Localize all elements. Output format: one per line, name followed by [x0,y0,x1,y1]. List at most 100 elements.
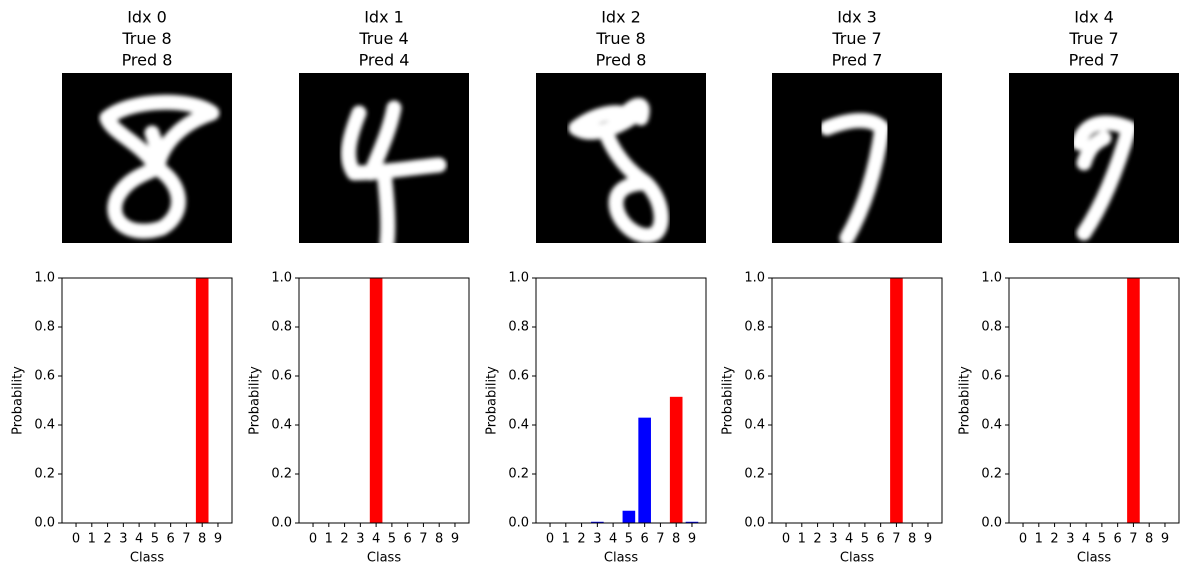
x-tick-label: 1 [798,532,806,547]
y-tick-label: 0.8 [271,320,292,335]
y-tick-label: 0.4 [271,418,292,433]
digit-image [341,100,447,251]
x-tick-label: 8 [672,532,680,547]
x-tick-label: 7 [892,532,900,547]
bar [638,417,651,523]
y-axis-label: Probability [11,366,26,435]
bar [591,521,604,523]
x-tick-label: 1 [325,532,333,547]
x-tick-label: 0 [72,532,80,547]
bar [669,396,683,523]
panel-title: Pred 8 [596,51,647,70]
axes-frame [298,277,470,524]
axes-frame [535,277,707,524]
y-tick-label: 0.2 [981,467,1002,482]
y-tick-label: 1.0 [271,271,292,286]
x-tick-label: 5 [388,532,396,547]
axes-frame [771,277,943,524]
digit-stroke [819,113,890,246]
panel-title: Pred 7 [832,51,883,70]
x-tick-label: 3 [356,532,364,547]
x-axis-label: Class [1077,551,1111,566]
y-tick-label: 0.6 [34,369,55,384]
x-axis-label: Class [130,551,164,566]
x-tick-label: 3 [119,532,127,547]
x-tick-label: 5 [861,532,869,547]
x-tick-label: 7 [182,532,190,547]
axes-frame [61,277,233,524]
y-tick-label: 0.0 [271,516,292,531]
x-tick-label: 6 [404,532,412,547]
bar [890,278,903,523]
digit-stroke [1071,115,1137,241]
bar [369,278,383,523]
x-tick-label: 1 [562,532,570,547]
x-tick-label: 9 [688,532,696,547]
x-tick-label: 4 [1082,532,1090,547]
y-tick-label: 0.2 [34,467,55,482]
x-tick-label: 2 [103,532,111,547]
y-tick-label: 0.6 [271,369,292,384]
x-tick-label: 9 [924,532,932,547]
x-tick-label: 1 [88,532,96,547]
y-tick-label: 0.8 [508,320,529,335]
y-tick-label: 0.8 [981,320,1002,335]
panel-title: True 8 [121,29,171,48]
digit-stroke [99,94,220,239]
x-tick-label: 8 [908,532,916,547]
panel-title: True 4 [358,29,408,48]
y-tick-label: 1.0 [34,271,55,286]
panel-title: True 7 [1068,29,1118,48]
y-tick-label: 0.0 [744,516,765,531]
panel-title: Pred 7 [1069,51,1120,70]
axes-frame [1008,277,1180,524]
x-tick-label: 8 [198,532,206,547]
x-tick-label: 4 [135,532,143,547]
x-tick-label: 2 [813,532,821,547]
panel-title: Idx 0 [127,8,167,27]
x-tick-label: 7 [419,532,427,547]
x-tick-label: 6 [167,532,175,547]
y-tick-label: 0.2 [744,467,765,482]
y-tick-label: 0.2 [271,467,292,482]
x-tick-label: 3 [593,532,601,547]
digit-stroke [568,97,669,244]
y-tick-label: 0.6 [508,369,529,384]
x-tick-label: 5 [625,532,633,547]
y-tick-label: 0.8 [34,320,55,335]
digit-image [819,113,890,246]
y-axis-label: Probability [958,366,973,435]
x-tick-label: 8 [1145,532,1153,547]
x-tick-label: 6 [1114,532,1122,547]
x-tick-label: 6 [641,532,649,547]
y-tick-label: 0.4 [508,418,529,433]
digit-image [1071,115,1137,241]
x-tick-label: 7 [656,532,664,547]
panel-title: Pred 4 [359,51,410,70]
panel-title: Idx 4 [1074,8,1114,27]
y-tick-label: 0.8 [744,320,765,335]
y-tick-label: 0.6 [981,369,1002,384]
x-tick-label: 5 [1098,532,1106,547]
x-tick-label: 0 [782,532,790,547]
x-tick-label: 0 [309,532,317,547]
y-tick-label: 0.6 [744,369,765,384]
x-tick-label: 4 [372,532,380,547]
x-tick-label: 2 [577,532,585,547]
y-tick-label: 0.0 [508,516,529,531]
y-tick-label: 0.4 [34,418,55,433]
y-tick-label: 0.4 [744,418,765,433]
y-tick-label: 0.0 [981,516,1002,531]
bar [195,278,209,523]
x-tick-label: 3 [1066,532,1074,547]
y-tick-label: 0.4 [981,418,1002,433]
x-tick-label: 3 [829,532,837,547]
x-axis-label: Class [604,551,638,566]
y-axis-label: Probability [485,366,500,435]
x-axis-label: Class [840,551,874,566]
x-tick-label: 2 [1050,532,1058,547]
digit-stroke [341,100,447,251]
x-tick-label: 6 [877,532,885,547]
panel-title: Idx 2 [601,8,641,27]
